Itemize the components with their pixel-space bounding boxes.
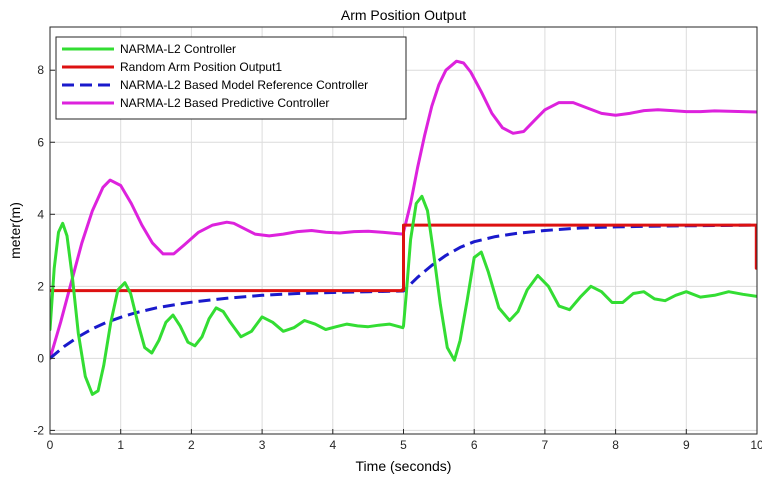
series-line-narma-l2-controller	[50, 194, 757, 396]
x-tick-label: 8	[612, 438, 619, 452]
x-tick-label: 7	[542, 438, 549, 452]
chart-title: Arm Position Output	[341, 7, 466, 23]
y-tick-label: 4	[37, 207, 44, 221]
x-tick-label: 4	[329, 438, 336, 452]
y-axis-label: meter(m)	[7, 202, 23, 259]
y-tick-label: 8	[37, 63, 44, 77]
x-tick-label: 6	[471, 438, 478, 452]
legend: NARMA-L2 Controller Random Arm Position O…	[55, 36, 407, 120]
x-tick-label: 10	[750, 438, 762, 452]
series-line-narma-l2-based-predictive-controller	[50, 59, 757, 360]
x-tick-label: 3	[259, 438, 266, 452]
y-tick-label: -2	[33, 423, 44, 437]
y-tick-label: 0	[37, 351, 44, 365]
x-axis-label: Time (seconds)	[356, 458, 452, 474]
x-tick-label: 0	[47, 438, 54, 452]
legend-box	[55, 36, 407, 120]
legend-label: NARMA-L2 Based Model Reference Controlle…	[120, 78, 368, 92]
series-layer	[50, 59, 757, 396]
x-tick-label: 9	[683, 438, 690, 452]
x-tick-label: 2	[188, 438, 195, 452]
x-tick-label: 1	[117, 438, 124, 452]
series-line-random-arm-position-output1	[50, 223, 757, 293]
y-tick-label: 2	[37, 279, 44, 293]
legend-label: NARMA-L2 Based Predictive Controller	[120, 96, 329, 110]
x-tick-label: 5	[400, 438, 407, 452]
legend-label: Random Arm Position Output1	[120, 60, 282, 74]
y-tick-label: 6	[37, 135, 44, 149]
legend-label: NARMA-L2 Controller	[120, 42, 236, 56]
